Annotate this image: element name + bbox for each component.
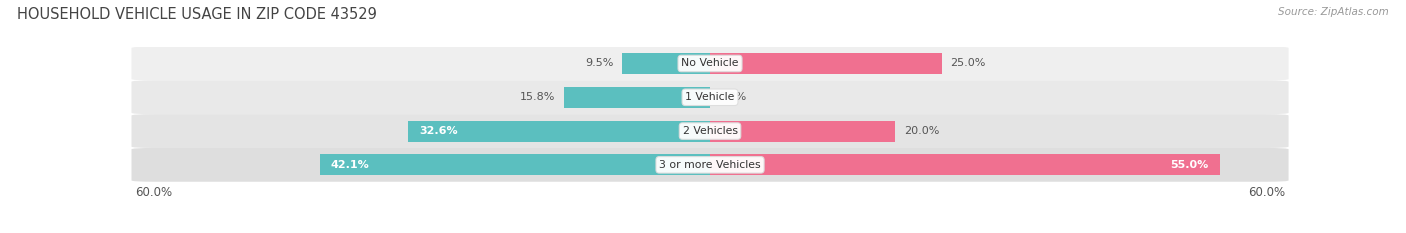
FancyBboxPatch shape bbox=[132, 80, 1288, 114]
Bar bbox=[710, 53, 942, 74]
Text: Source: ZipAtlas.com: Source: ZipAtlas.com bbox=[1278, 7, 1389, 17]
FancyBboxPatch shape bbox=[132, 47, 1288, 80]
Text: 42.1%: 42.1% bbox=[330, 160, 370, 170]
Bar bbox=[621, 53, 710, 74]
FancyBboxPatch shape bbox=[132, 114, 1288, 148]
Text: 2 Vehicles: 2 Vehicles bbox=[682, 126, 738, 136]
Text: 15.8%: 15.8% bbox=[520, 92, 555, 102]
Text: 32.6%: 32.6% bbox=[419, 126, 457, 136]
Bar bbox=[564, 87, 710, 108]
Text: No Vehicle: No Vehicle bbox=[682, 58, 738, 69]
FancyBboxPatch shape bbox=[132, 148, 1288, 182]
Text: 25.0%: 25.0% bbox=[950, 58, 986, 69]
Text: HOUSEHOLD VEHICLE USAGE IN ZIP CODE 43529: HOUSEHOLD VEHICLE USAGE IN ZIP CODE 4352… bbox=[17, 7, 377, 22]
Text: 20.0%: 20.0% bbox=[904, 126, 939, 136]
Text: 55.0%: 55.0% bbox=[1171, 160, 1209, 170]
Bar bbox=[710, 121, 896, 141]
Bar bbox=[408, 121, 710, 141]
Text: 1 Vehicle: 1 Vehicle bbox=[685, 92, 735, 102]
Text: 3 or more Vehicles: 3 or more Vehicles bbox=[659, 160, 761, 170]
Bar bbox=[710, 154, 1220, 175]
Text: 0.0%: 0.0% bbox=[718, 92, 747, 102]
Bar bbox=[319, 154, 710, 175]
Text: 9.5%: 9.5% bbox=[585, 58, 613, 69]
